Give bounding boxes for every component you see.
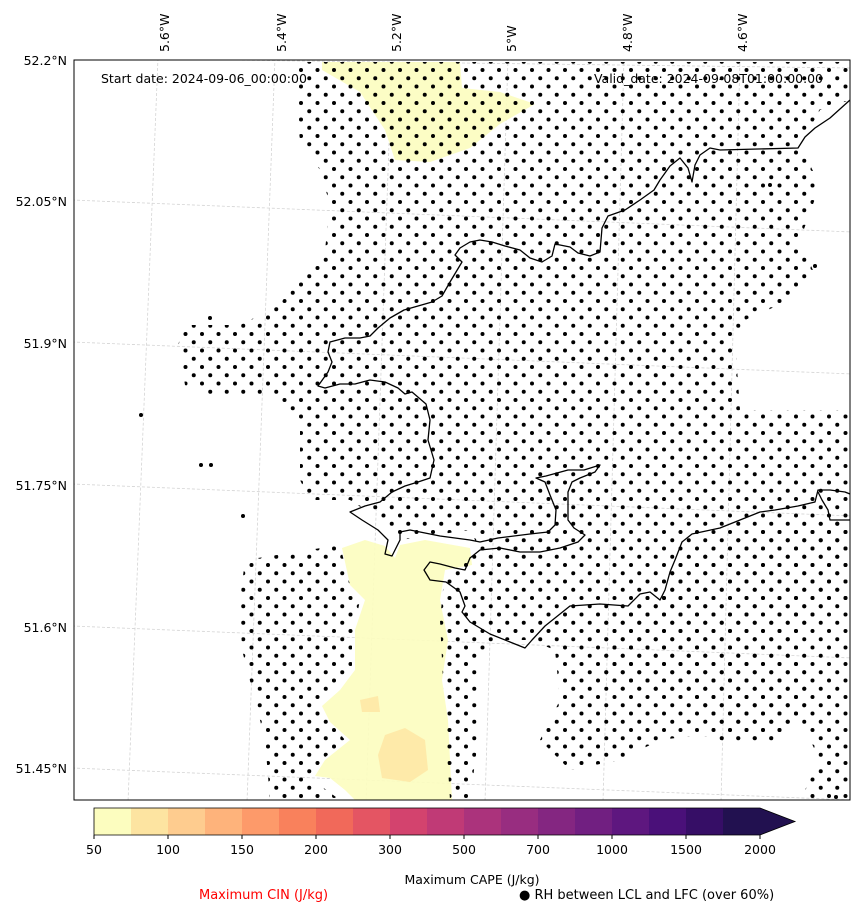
colorbar-outline (93, 807, 797, 836)
cape-area-south-core (360, 696, 380, 712)
rh-dot-isolated (813, 264, 817, 268)
rh-stipple-southeast (600, 520, 850, 800)
rh-dot-isolated (199, 463, 203, 467)
map-plot-area (74, 60, 850, 800)
colorbar-segment (464, 808, 502, 835)
colorbar-tick-label: 100 (156, 842, 180, 857)
colorbar-segment (316, 808, 354, 835)
lon-label: 5°W (504, 25, 519, 52)
colorbar-segment (279, 808, 317, 835)
colorbar-segment (390, 808, 428, 835)
map-frame (73, 59, 851, 801)
lat-label: 51.9°N (24, 336, 67, 351)
colorbar-tick-label: 1500 (670, 842, 702, 857)
colorbar-tick-label: 1000 (596, 842, 628, 857)
colorbar-tick-label: 2000 (744, 842, 776, 857)
colorbar-segment (538, 808, 576, 835)
lon-label: 5.2°W (389, 14, 404, 53)
colorbar-segment (649, 808, 687, 835)
colorbar-tick-label: 500 (452, 842, 476, 857)
lat-label: 51.45°N (16, 761, 67, 776)
colorbar-segment (205, 808, 243, 835)
latitude-labels: 52.2°N 52.05°N 51.9°N 51.75°N 51.6°N 51.… (16, 53, 67, 776)
colorbar-segment (686, 808, 724, 835)
colorbar-segment (168, 808, 206, 835)
colorbar-segment (612, 808, 650, 835)
colorbar-extend-arrow (760, 808, 795, 835)
lon-label: 5.6°W (157, 14, 172, 53)
colorbar-segment (427, 808, 465, 835)
colorbar-segment (575, 808, 613, 835)
colorbar-segment (723, 808, 761, 835)
lat-label: 51.6°N (24, 620, 67, 635)
rh-legend: ● RH between LCL and LFC (over 60%) (519, 888, 774, 903)
rh-dot-isolated (241, 514, 245, 518)
cape-area-south-mid (378, 728, 428, 782)
valid-date-label: Valid_date: 2024-09-08T01:00:00.00 (594, 71, 823, 86)
colorbar-tick-label: 200 (304, 842, 328, 857)
rh-legend-label: RH between LCL and LFC (over 60%) (534, 888, 775, 903)
rh-marker-icon: ● (519, 888, 531, 903)
colorbar-tick-label: 50 (86, 842, 102, 857)
lat-label: 51.75°N (16, 478, 67, 493)
cin-legend-label: Maximum CIN (J/kg) (199, 888, 329, 903)
colorbar-segment (353, 808, 391, 835)
colorbar-segment (242, 808, 280, 835)
rh-dot-isolated (209, 463, 213, 467)
lat-label: 52.2°N (24, 53, 67, 68)
cape-area-south (315, 540, 472, 800)
lat-label: 52.05°N (16, 194, 67, 209)
start-date-label: Start date: 2024-09-06_00:00:00 (101, 71, 307, 86)
rh-dot-isolated (834, 795, 838, 799)
lon-label: 4.8°W (620, 14, 635, 53)
lon-label: 4.6°W (735, 14, 750, 53)
longitude-labels: 5.6°W 5.4°W 5.2°W 5°W 4.8°W 4.6°W (157, 14, 750, 53)
coastline (317, 99, 850, 649)
rh-dot-isolated (139, 413, 143, 417)
colorbar-tick-label: 700 (526, 842, 550, 857)
cape-colorbar: 50 100 150 200 300 500 700 1000 1500 2000 (86, 807, 797, 857)
rh-stipple (139, 62, 850, 800)
colorbar-segment (131, 808, 169, 835)
colorbar-segment (94, 808, 132, 835)
rh-stipple-south (240, 545, 360, 800)
colorbar-tick-label: 300 (378, 842, 402, 857)
lon-label: 5.4°W (274, 14, 289, 53)
colorbar-segment (501, 808, 539, 835)
colorbar-title: Maximum CAPE (J/kg) (404, 872, 539, 887)
rh-dot-isolated (208, 316, 212, 320)
rh-dot-isolated (768, 183, 772, 187)
colorbar-tick-label: 150 (230, 842, 254, 857)
